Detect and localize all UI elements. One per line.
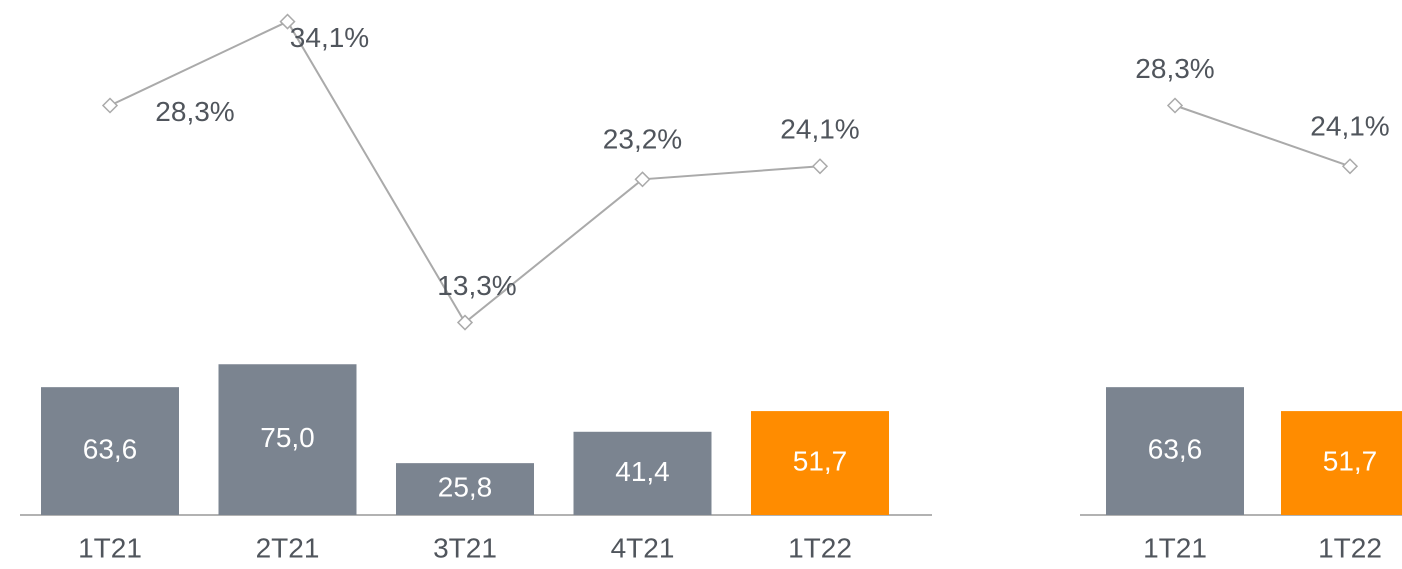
line-marker [101,97,119,114]
bar [218,364,357,515]
line-marker [634,171,651,188]
bar [751,411,889,515]
line-label: 28,3% [1135,53,1214,84]
bar-label: 41,4 [615,456,670,487]
line-marker [811,158,829,175]
x-tick-label: 2T21 [256,532,320,563]
x-tick-label: 3T21 [433,532,497,563]
line [1174,104,1351,168]
bar [1106,387,1244,515]
bar-label: 51,7 [793,445,848,476]
line-marker [1166,97,1184,114]
bar [573,431,712,515]
line-label: 24,1% [780,114,859,145]
bar-label: 63,6 [83,433,138,464]
bar-label: 25,8 [438,471,493,502]
line-label: 13,3% [437,270,516,301]
bar-label: 63,6 [1148,433,1203,464]
line-label: 23,2% [603,124,682,155]
bar-label: 75,0 [260,422,315,453]
line-marker [456,314,474,331]
line-label: 34,1% [290,22,369,53]
line-label: 24,1% [1310,111,1389,142]
x-tick-label: 4T21 [611,532,675,563]
x-tick-label: 1T22 [1318,532,1382,563]
bar [1281,411,1402,515]
x-tick-label: 1T21 [78,532,142,563]
line-marker [279,13,296,30]
bar [41,387,179,515]
bar-label: 51,7 [1323,445,1378,476]
x-tick-label: 1T21 [1143,532,1207,563]
x-tick-label: 1T22 [788,532,852,563]
bar [396,463,534,515]
line-marker [1341,158,1359,175]
line-label: 28,3% [155,96,234,127]
